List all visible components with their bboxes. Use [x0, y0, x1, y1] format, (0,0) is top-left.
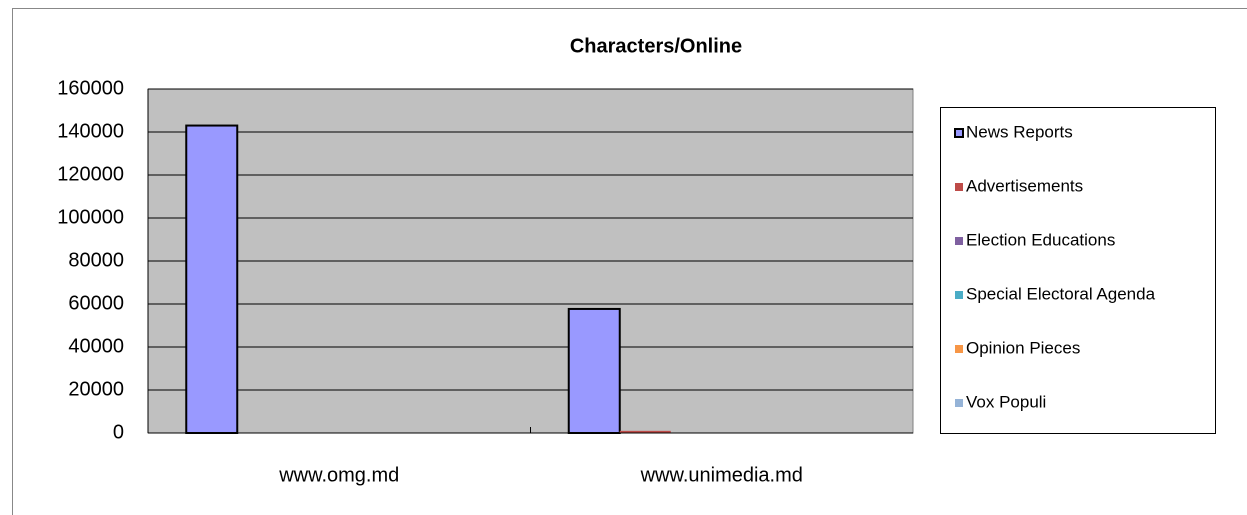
y-tick-label: 140000	[57, 120, 124, 142]
legend-box	[940, 107, 1216, 434]
y-tick-label: 160000	[57, 77, 124, 99]
y-tick-label: 120000	[57, 163, 124, 185]
legend-swatch	[955, 183, 963, 191]
y-tick-label: 40000	[68, 335, 124, 357]
x-tick-label: www.unimedia.md	[640, 464, 803, 486]
y-tick-label: 20000	[68, 378, 124, 400]
bar	[567, 307, 621, 435]
legend-swatch	[955, 291, 963, 299]
x-tick-label: www.omg.md	[278, 464, 399, 486]
legend-label: News Reports	[966, 122, 1073, 141]
y-tick-label: 60000	[68, 292, 124, 314]
y-tick-label: 100000	[57, 206, 124, 228]
legend-label: Vox Populi	[966, 392, 1046, 411]
legend-swatch	[955, 237, 963, 245]
legend-swatch	[954, 128, 964, 138]
y-tick-label: 80000	[68, 249, 124, 271]
legend-label: Opinion Pieces	[966, 338, 1080, 357]
bar	[619, 430, 671, 433]
chart-title: Characters/Online	[570, 35, 742, 57]
legend-swatch	[955, 399, 963, 407]
legend-label: Election Educations	[966, 230, 1115, 249]
legend-label: Special Electoral Agenda	[966, 284, 1156, 303]
bar	[185, 124, 239, 435]
y-tick-label: 0	[113, 421, 124, 443]
legend-swatch	[955, 345, 963, 353]
legend-label: Advertisements	[966, 176, 1083, 195]
